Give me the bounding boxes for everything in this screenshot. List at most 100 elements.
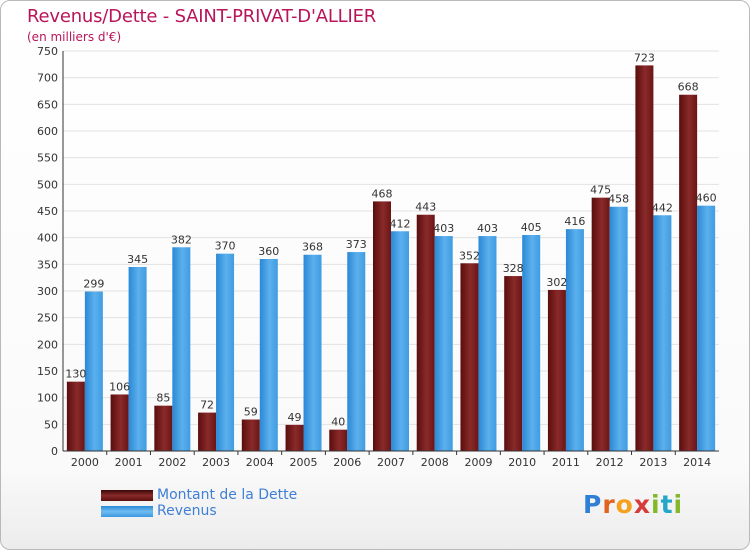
data-label-debt: 352 [459, 249, 480, 262]
data-label-debt: 668 [678, 81, 699, 94]
data-label-debt: 723 [634, 51, 655, 64]
bar-revenue [216, 253, 235, 451]
y-tick-label: 550 [37, 152, 58, 165]
x-tick-label: 2012 [596, 456, 624, 469]
data-label-revenue: 373 [346, 238, 367, 251]
logo-letter: r [602, 490, 616, 519]
data-label-debt: 328 [503, 262, 524, 275]
bar-debt [285, 424, 304, 451]
logo-letter: P [583, 490, 603, 519]
bar-revenue [391, 231, 409, 451]
data-label-debt: 443 [415, 201, 436, 214]
bar-debt [416, 214, 435, 451]
bar-revenue [697, 205, 716, 451]
bar-revenue [172, 247, 191, 451]
data-label-revenue: 416 [564, 215, 585, 228]
data-label-debt: 72 [200, 399, 214, 412]
data-label-revenue: 405 [521, 221, 542, 234]
y-tick-label: 600 [37, 125, 58, 138]
bar-debt [635, 65, 654, 452]
legend-label-debt: Montant de la Dette [157, 487, 298, 503]
bar-debt [547, 289, 566, 451]
y-tick-label: 250 [37, 312, 58, 325]
bar-revenue [522, 235, 541, 451]
data-label-debt: 106 [109, 380, 130, 393]
legend-label-revenue: Revenus [157, 503, 217, 519]
x-tick-label: 2008 [421, 456, 449, 469]
x-tick-label: 2011 [552, 456, 580, 469]
data-label-revenue: 382 [171, 233, 192, 246]
data-label-debt: 130 [65, 368, 86, 381]
data-label-debt: 49 [288, 411, 302, 424]
data-label-revenue: 368 [302, 241, 323, 254]
y-tick-label: 400 [37, 232, 58, 245]
bar-debt [241, 419, 260, 451]
bar-debt [329, 429, 348, 451]
x-tick-label: 2013 [639, 456, 667, 469]
data-label-revenue: 460 [696, 192, 717, 205]
legend-swatch-revenue [101, 506, 153, 517]
bar-revenue [128, 267, 147, 451]
bar-debt [460, 263, 479, 451]
data-label-debt: 475 [590, 184, 611, 197]
x-tick-label: 2007 [377, 456, 405, 469]
data-label-revenue: 345 [127, 253, 148, 266]
data-label-debt: 302 [546, 276, 567, 289]
data-label-debt: 59 [244, 406, 258, 419]
y-tick-label: 0 [51, 445, 58, 458]
bar-revenue [84, 291, 103, 451]
y-tick-label: 100 [37, 392, 58, 405]
y-tick-label: 50 [44, 418, 58, 431]
logo-letter: x [633, 490, 651, 519]
bar-debt [679, 94, 698, 451]
x-tick-label: 2000 [71, 456, 99, 469]
data-label-revenue: 370 [215, 240, 236, 253]
data-label-revenue: 412 [390, 217, 411, 230]
data-label-revenue: 458 [608, 193, 629, 206]
x-tick-label: 2010 [508, 456, 536, 469]
bar-revenue [259, 259, 278, 451]
data-label-revenue: 403 [477, 222, 498, 235]
x-tick-label: 2004 [246, 456, 274, 469]
x-tick-label: 2002 [158, 456, 186, 469]
bar-revenue [609, 206, 628, 451]
y-tick-label: 350 [37, 258, 58, 271]
bar-debt [504, 276, 523, 451]
bar-debt [373, 201, 391, 451]
bar-debt [198, 412, 217, 451]
y-tick-label: 200 [37, 338, 58, 351]
bar-debt [66, 381, 85, 451]
data-label-debt: 468 [372, 187, 393, 200]
data-label-revenue: 299 [83, 278, 104, 291]
data-label-debt: 85 [156, 392, 170, 405]
bar-revenue [303, 254, 322, 451]
x-tick-label: 2003 [202, 456, 230, 469]
x-tick-label: 2005 [290, 456, 318, 469]
x-tick-label: 2009 [464, 456, 492, 469]
y-tick-label: 300 [37, 285, 58, 298]
proxiti-logo: Proxiti [583, 490, 683, 519]
data-label-revenue: 360 [258, 245, 279, 258]
bar-revenue [347, 252, 366, 451]
bar-debt [154, 405, 173, 451]
chart-subtitle: (en milliers d'€) [27, 30, 122, 44]
data-label-revenue: 403 [433, 222, 454, 235]
x-tick-label: 2001 [115, 456, 143, 469]
y-tick-label: 750 [37, 45, 58, 58]
logo-letter: o [615, 490, 634, 519]
chart-title: Revenus/Dette - SAINT-PRIVAT-D'ALLIER [27, 6, 377, 27]
bar-revenue [478, 236, 497, 451]
legend-swatch-debt [101, 490, 153, 501]
y-tick-label: 450 [37, 205, 58, 218]
bar-revenue [653, 215, 672, 451]
bar-debt [591, 197, 610, 451]
data-label-revenue: 442 [652, 201, 673, 214]
y-tick-label: 700 [37, 72, 58, 85]
data-label-debt: 40 [331, 416, 345, 429]
bar-debt [110, 394, 129, 451]
y-tick-label: 650 [37, 98, 58, 111]
logo-letter: i [651, 490, 661, 519]
bar-revenue [565, 229, 584, 451]
